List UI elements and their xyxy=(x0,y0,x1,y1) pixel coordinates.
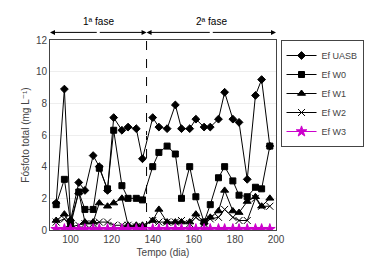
svg-text:Ef W0: Ef W0 xyxy=(322,70,347,80)
svg-text:12: 12 xyxy=(36,35,48,46)
svg-text:1ª fase: 1ª fase xyxy=(83,16,114,27)
svg-text:Ef UASB: Ef UASB xyxy=(322,51,358,61)
svg-text:2: 2 xyxy=(41,193,47,204)
svg-text:Tempo (dia): Tempo (dia) xyxy=(137,247,190,258)
svg-text:8: 8 xyxy=(41,98,47,109)
svg-text:Ef W2: Ef W2 xyxy=(322,108,347,118)
svg-text:160: 160 xyxy=(185,234,202,245)
svg-text:Ef W1: Ef W1 xyxy=(322,89,347,99)
svg-text:140: 140 xyxy=(144,234,161,245)
svg-text:200: 200 xyxy=(268,234,285,245)
svg-text:Fósfoto total (mg L⁻¹): Fósfoto total (mg L⁻¹) xyxy=(20,87,31,182)
svg-text:100: 100 xyxy=(62,234,79,245)
svg-text:2ª fase: 2ª fase xyxy=(196,16,227,27)
svg-text:Ef W3: Ef W3 xyxy=(322,127,347,137)
svg-text:120: 120 xyxy=(103,234,120,245)
svg-text:10: 10 xyxy=(36,66,48,77)
svg-text:4: 4 xyxy=(41,161,47,172)
svg-text:6: 6 xyxy=(41,130,47,141)
svg-text:0: 0 xyxy=(41,225,47,236)
svg-text:180: 180 xyxy=(227,234,244,245)
